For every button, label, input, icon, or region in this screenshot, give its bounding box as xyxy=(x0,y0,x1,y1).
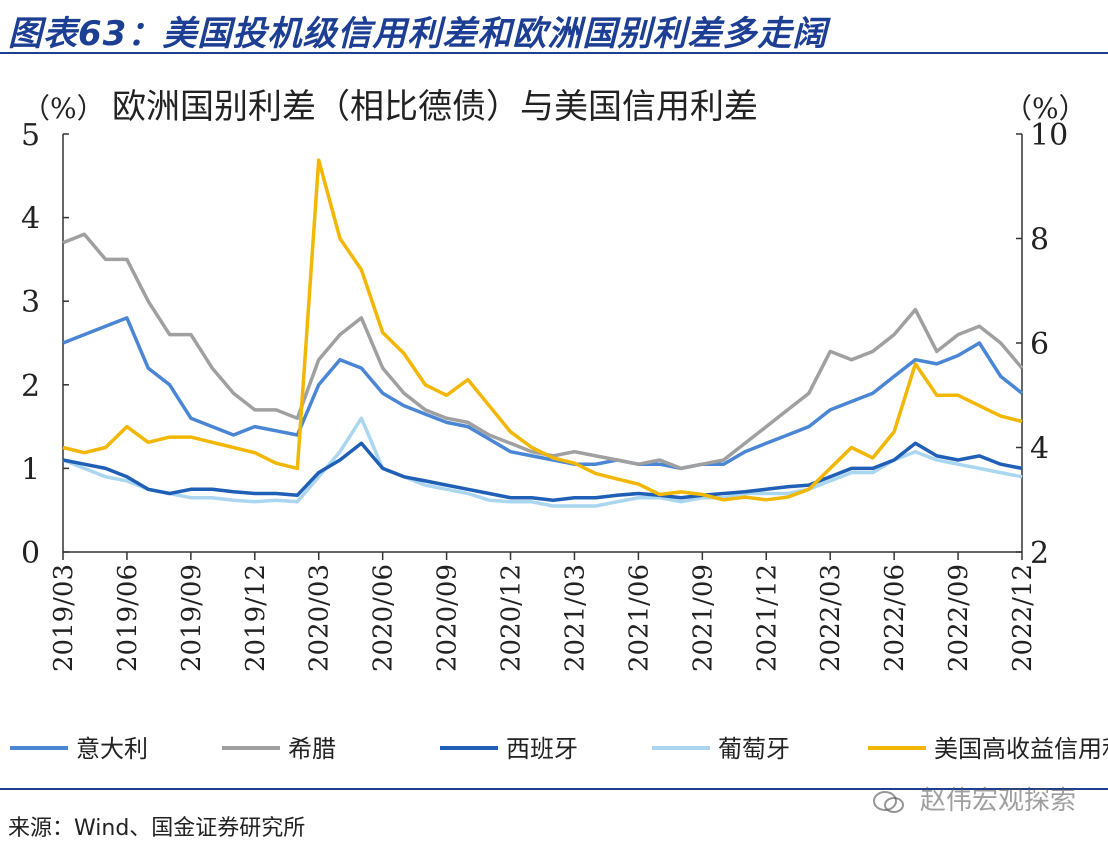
x-tick-label: 2022/03 xyxy=(816,564,846,672)
x-tick-label: 2022/06 xyxy=(880,564,910,672)
x-tick-label: 2021/03 xyxy=(560,564,590,672)
series-line-italy xyxy=(62,316,1024,471)
left-tick-label: 2 xyxy=(21,369,40,404)
right-tick-label: 6 xyxy=(1030,327,1049,362)
legend-label-portugal: 葡萄牙 xyxy=(718,735,790,763)
x-tick-label: 2020/12 xyxy=(497,564,527,672)
series-line-spain xyxy=(62,441,1023,502)
series-line-portugal xyxy=(62,416,1023,508)
left-tick-label: 4 xyxy=(21,202,40,237)
chart: 欧洲国别利差（相比德债）与美国信用利差 （%） （%） 0 1 2 3 4 5 2 4 6 8 10… xyxy=(10,87,1108,763)
chart-title: 欧洲国别利差（相比德债）与美国信用利差 xyxy=(112,87,758,127)
right-tick-label: 2 xyxy=(1030,536,1049,571)
series-line-us_hy xyxy=(62,158,1023,502)
left-tick-label: 5 xyxy=(21,118,40,153)
figure-title: 图表63：美国投机级信用利差和欧洲国别利差多走阔 xyxy=(8,14,828,54)
legend-label-us_hy: 美国高收益信用利差（右轴） xyxy=(934,735,1108,763)
x-tick-label: 2022/09 xyxy=(944,564,974,672)
x-tick-label: 2019/09 xyxy=(177,564,207,672)
x-tick-label: 2019/03 xyxy=(49,564,79,672)
legend: 意大利 希腊 西班牙 葡萄牙 美国高收益信用利差（右轴） xyxy=(10,735,1108,763)
x-tick-label: 2020/06 xyxy=(369,564,399,672)
legend-label-spain: 西班牙 xyxy=(506,735,578,763)
source-rule xyxy=(0,788,1108,790)
left-axis-unit: （%） xyxy=(22,92,105,125)
x-tick-label: 2021/12 xyxy=(752,564,782,672)
legend-label-greece: 希腊 xyxy=(288,735,336,763)
x-tick-label: 2019/12 xyxy=(241,564,271,672)
left-tick-label: 0 xyxy=(21,536,40,571)
wechat-icon xyxy=(872,790,904,813)
right-tick-label: 10 xyxy=(1030,118,1068,153)
right-tick-label: 4 xyxy=(1030,432,1049,467)
series-lines xyxy=(62,158,1024,508)
watermark: 赵伟宏观探索 xyxy=(872,780,1076,817)
x-tick-label: 2022/12 xyxy=(1008,564,1038,672)
x-tick-label: 2021/06 xyxy=(624,564,654,672)
source-note: 来源：Wind、国金证券研究所 xyxy=(8,816,306,841)
series-line-greece xyxy=(62,232,1024,471)
x-tick-label: 2020/09 xyxy=(433,564,463,672)
right-axis-unit: （%） xyxy=(1004,92,1087,125)
x-tick-label: 2021/09 xyxy=(688,564,718,672)
left-tick-label: 3 xyxy=(21,285,40,320)
x-tick-label: 2019/06 xyxy=(113,564,143,672)
x-tick-label: 2020/03 xyxy=(305,564,335,672)
title-rule xyxy=(0,52,1108,54)
watermark-text: 赵伟宏观探索 xyxy=(919,786,1076,816)
left-tick-label: 1 xyxy=(21,452,40,487)
legend-label-italy: 意大利 xyxy=(76,735,148,763)
right-tick-label: 8 xyxy=(1030,223,1049,258)
axes: 0 1 2 3 4 5 2 4 6 8 10 2019/03 2019/06 2019/09 2019/12… xyxy=(21,118,1068,672)
